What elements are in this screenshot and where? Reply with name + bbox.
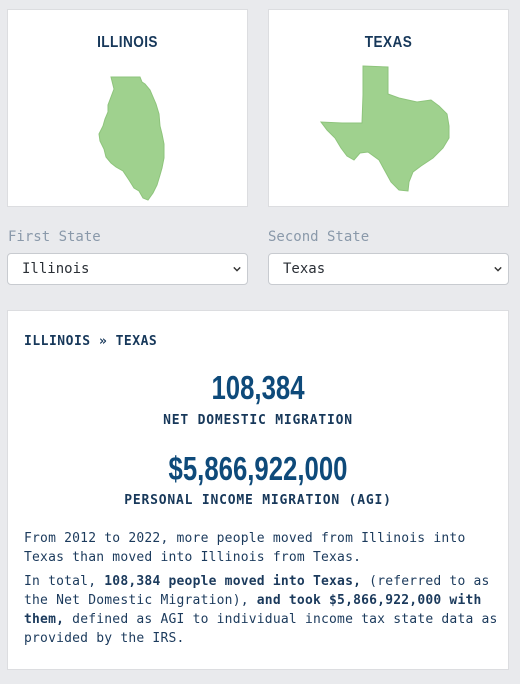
second-state-map-card: TEXAS — [268, 9, 509, 207]
detail-people-highlight: 108,384 people moved into Texas, — [104, 574, 362, 589]
detail-text-2: (referred to as the Net Domestic Migrati… — [24, 574, 490, 608]
first-state-select[interactable]: Illinois — [7, 253, 248, 285]
first-state-map-card: ILLINOIS — [7, 9, 248, 207]
first-state-selected-value: Illinois — [22, 261, 90, 277]
net-migration-caption: NET DOMESTIC MIGRATION — [163, 413, 353, 428]
second-state-title: TEXAS — [364, 34, 413, 51]
illinois-map-icon — [98, 76, 165, 201]
texas-map-icon — [319, 65, 450, 192]
route-from: ILLINOIS — [24, 334, 91, 349]
second-state-label: Second State — [268, 229, 370, 245]
detail-paragraph: In total, 108,384 people moved into Texa… — [24, 572, 500, 648]
migration-result-card: ILLINOIS » TEXAS 108,384 NET DOMESTIC MI… — [7, 310, 509, 670]
route-to: TEXAS — [115, 334, 158, 349]
route-separator: » — [98, 334, 108, 349]
detail-text-3: defined as AGI to individual income tax … — [24, 612, 498, 646]
chevron-down-icon — [233, 266, 241, 272]
net-migration-value: 108,384 — [211, 369, 305, 406]
chevron-down-icon — [494, 266, 502, 272]
route-heading: ILLINOIS » TEXAS — [24, 334, 157, 349]
detail-agi-highlight: and took $5,866,922,000 with them, — [24, 593, 482, 627]
detail-text-1: In total, — [24, 574, 105, 589]
summary-paragraph: From 2012 to 2022, more people moved fro… — [24, 531, 466, 565]
second-state-selected-value: Texas — [283, 261, 326, 277]
first-state-label: First State — [8, 229, 101, 245]
agi-caption: PERSONAL INCOME MIGRATION (AGI) — [124, 493, 392, 508]
agi-value: $5,866,922,000 — [168, 450, 348, 487]
first-state-title: ILLINOIS — [97, 34, 158, 51]
second-state-select[interactable]: Texas — [268, 253, 509, 285]
